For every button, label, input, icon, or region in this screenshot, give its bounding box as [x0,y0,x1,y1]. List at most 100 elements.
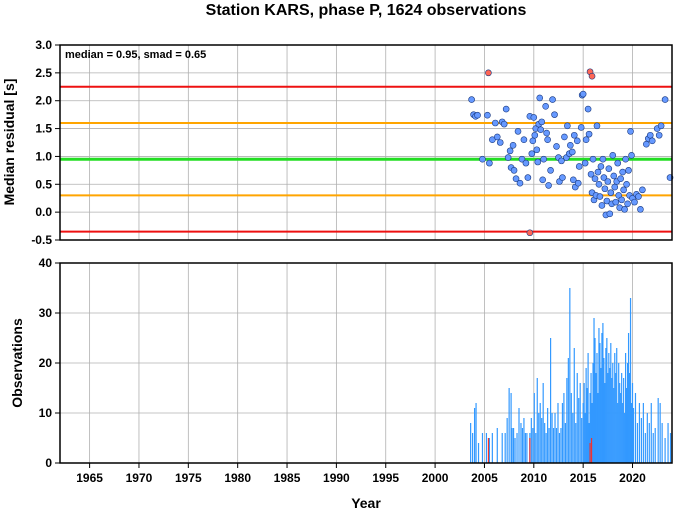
y-tick-label: 40 [39,256,53,270]
residual-point [573,137,581,145]
residual-point [486,159,493,167]
y-tick-label: 2.5 [35,66,52,80]
residual-point [543,129,550,137]
residual-point [593,122,601,130]
residual-point [648,137,656,145]
residual-point [542,102,549,110]
residual-point [600,174,608,181]
residual-point [585,130,593,138]
residual-point [539,176,546,184]
x-tick-label: 1970 [126,471,153,485]
residual-point [492,119,499,127]
residual-point [588,72,596,80]
residual-point [607,189,615,196]
residual-point [484,111,491,119]
residual-point [622,155,629,163]
residual-point [468,96,475,103]
y-tick-label: 0 [45,456,52,470]
residual-point [549,96,556,103]
residual-point [582,136,590,144]
residual-point [625,167,632,174]
residual-point [603,197,611,205]
residual-point [623,180,630,188]
residual-point [594,168,602,176]
residual-point [520,136,528,144]
y-tick-label: 0.0 [35,205,52,219]
x-ticks: 1965 1970 1975 1980 1985 1990 1995 2000 2005 2010… [76,463,646,485]
residual-point [591,175,599,183]
y-tick-label: 1.5 [35,122,52,136]
residual-point [485,69,492,77]
residual-point [611,183,619,191]
residual-point [559,174,566,181]
residual-point [597,163,605,170]
chart-title: Station KARS, phase P, 1624 observations [206,2,527,19]
residual-point [614,159,622,167]
residual-point [489,136,496,144]
residual-point [544,136,551,144]
x-tick-label: 2015 [570,471,597,485]
y-tick-label: 30 [39,306,53,320]
residual-point [661,96,669,103]
residual-point [529,137,537,145]
residual-point [655,131,663,139]
residual-point [522,159,530,167]
residual-point [589,155,597,163]
residual-point [579,90,587,98]
residual-point [553,143,560,150]
residual-point [627,128,634,135]
residual-point [524,174,532,181]
residual-point [609,152,617,159]
residual-point [534,158,542,166]
residual-point [558,157,565,165]
residual-point [504,154,512,161]
residual-point [621,206,628,213]
y-tick-label: 3.0 [35,38,52,52]
residual-point [536,94,544,102]
residual-point [526,229,534,237]
x-tick-label: 1990 [323,471,350,485]
top-grid [60,44,672,241]
bottom-panel: 0 10 20 30 40 1965 1970 1975 1980 1985 1990 1995 20… [9,256,673,511]
x-tick-label: 2010 [520,471,547,485]
residual-point [510,167,518,174]
residual-point [496,139,504,146]
y-tick-label: 10 [39,406,53,420]
residual-point [533,146,541,154]
residual-point [617,175,624,183]
residual-point [598,202,606,209]
residual-point [575,163,583,170]
residual-point [506,147,514,155]
residual-point [581,159,589,167]
top-y-ticks: -0.5 0.0 0.5 1.0 1.5 2.0 2.5 3.0 [31,38,60,247]
residual-point [619,168,626,176]
residual-point [610,172,618,180]
residual-point [605,165,613,172]
y-tick-label: -0.5 [31,233,52,247]
residual-point [637,206,644,213]
residual-point [540,155,547,163]
residual-point [595,180,603,188]
residual-point [570,131,578,139]
y-tick-label: 20 [39,356,53,370]
y-tick-label: 1.0 [35,149,52,163]
residual-point [587,170,595,178]
residual-point [599,155,607,163]
residual-point [528,150,536,157]
residual-point [620,186,627,194]
residual-points [468,68,674,237]
top-y-axis-label: Median residual [s] [1,79,17,206]
residual-point [596,193,604,200]
residual-point [624,200,631,208]
residual-point [601,185,609,193]
residual-point [618,196,625,204]
top-plot-frame [59,44,673,241]
residual-point [569,176,577,184]
residual-point [567,141,574,149]
x-tick-label: 1980 [224,471,251,485]
residual-point [538,118,546,126]
residual-point [516,179,524,187]
y-tick-label: 2.0 [35,94,52,108]
x-tick-label: 2020 [619,471,646,485]
